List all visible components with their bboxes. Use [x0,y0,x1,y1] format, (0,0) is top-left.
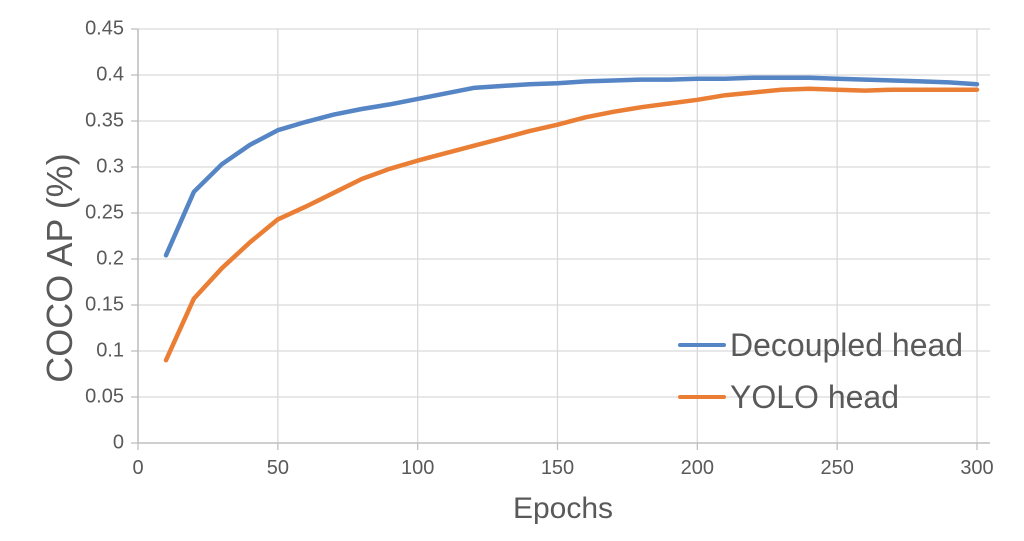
y-tick-label: 0.35 [85,109,124,132]
legend-item-decoupled-head: Decoupled head [678,319,963,371]
legend-label: YOLO head [730,378,899,415]
y-tick-label: 0.2 [96,247,124,270]
x-axis-title: Epochs [512,492,614,525]
x-tick-label: 250 [820,457,854,479]
legend-line-swatch-blue [678,342,726,348]
y-tick-label: 0.15 [85,293,124,316]
x-tick-label: 300 [960,457,994,479]
x-tick-label: 150 [540,457,575,479]
x-tick-label: 0 [132,457,144,479]
chart-legend: Decoupled head YOLO head [678,319,963,423]
y-tick-label: 0.05 [85,385,124,408]
y-axis-title: COCO AP (%) [39,153,80,383]
y-tick-label: 0 [112,431,124,454]
y-tick-label: 0.45 [85,17,124,40]
y-tick-label: 0.4 [96,63,124,86]
y-tick-label: 0.1 [96,339,124,362]
y-tick-label: 0.3 [96,155,124,178]
y-tick-label: 0.25 [85,201,124,224]
x-tick-label: 200 [680,457,715,479]
legend-line-swatch-orange [678,394,726,400]
series-line-yolo-head [163,86,980,363]
legend-item-yolo-head: YOLO head [678,371,963,423]
x-tick-label: 100 [400,457,435,479]
legend-label: Decoupled head [730,326,964,363]
series-line-decoupled-head [163,75,980,258]
x-tick-label: 50 [266,457,289,479]
